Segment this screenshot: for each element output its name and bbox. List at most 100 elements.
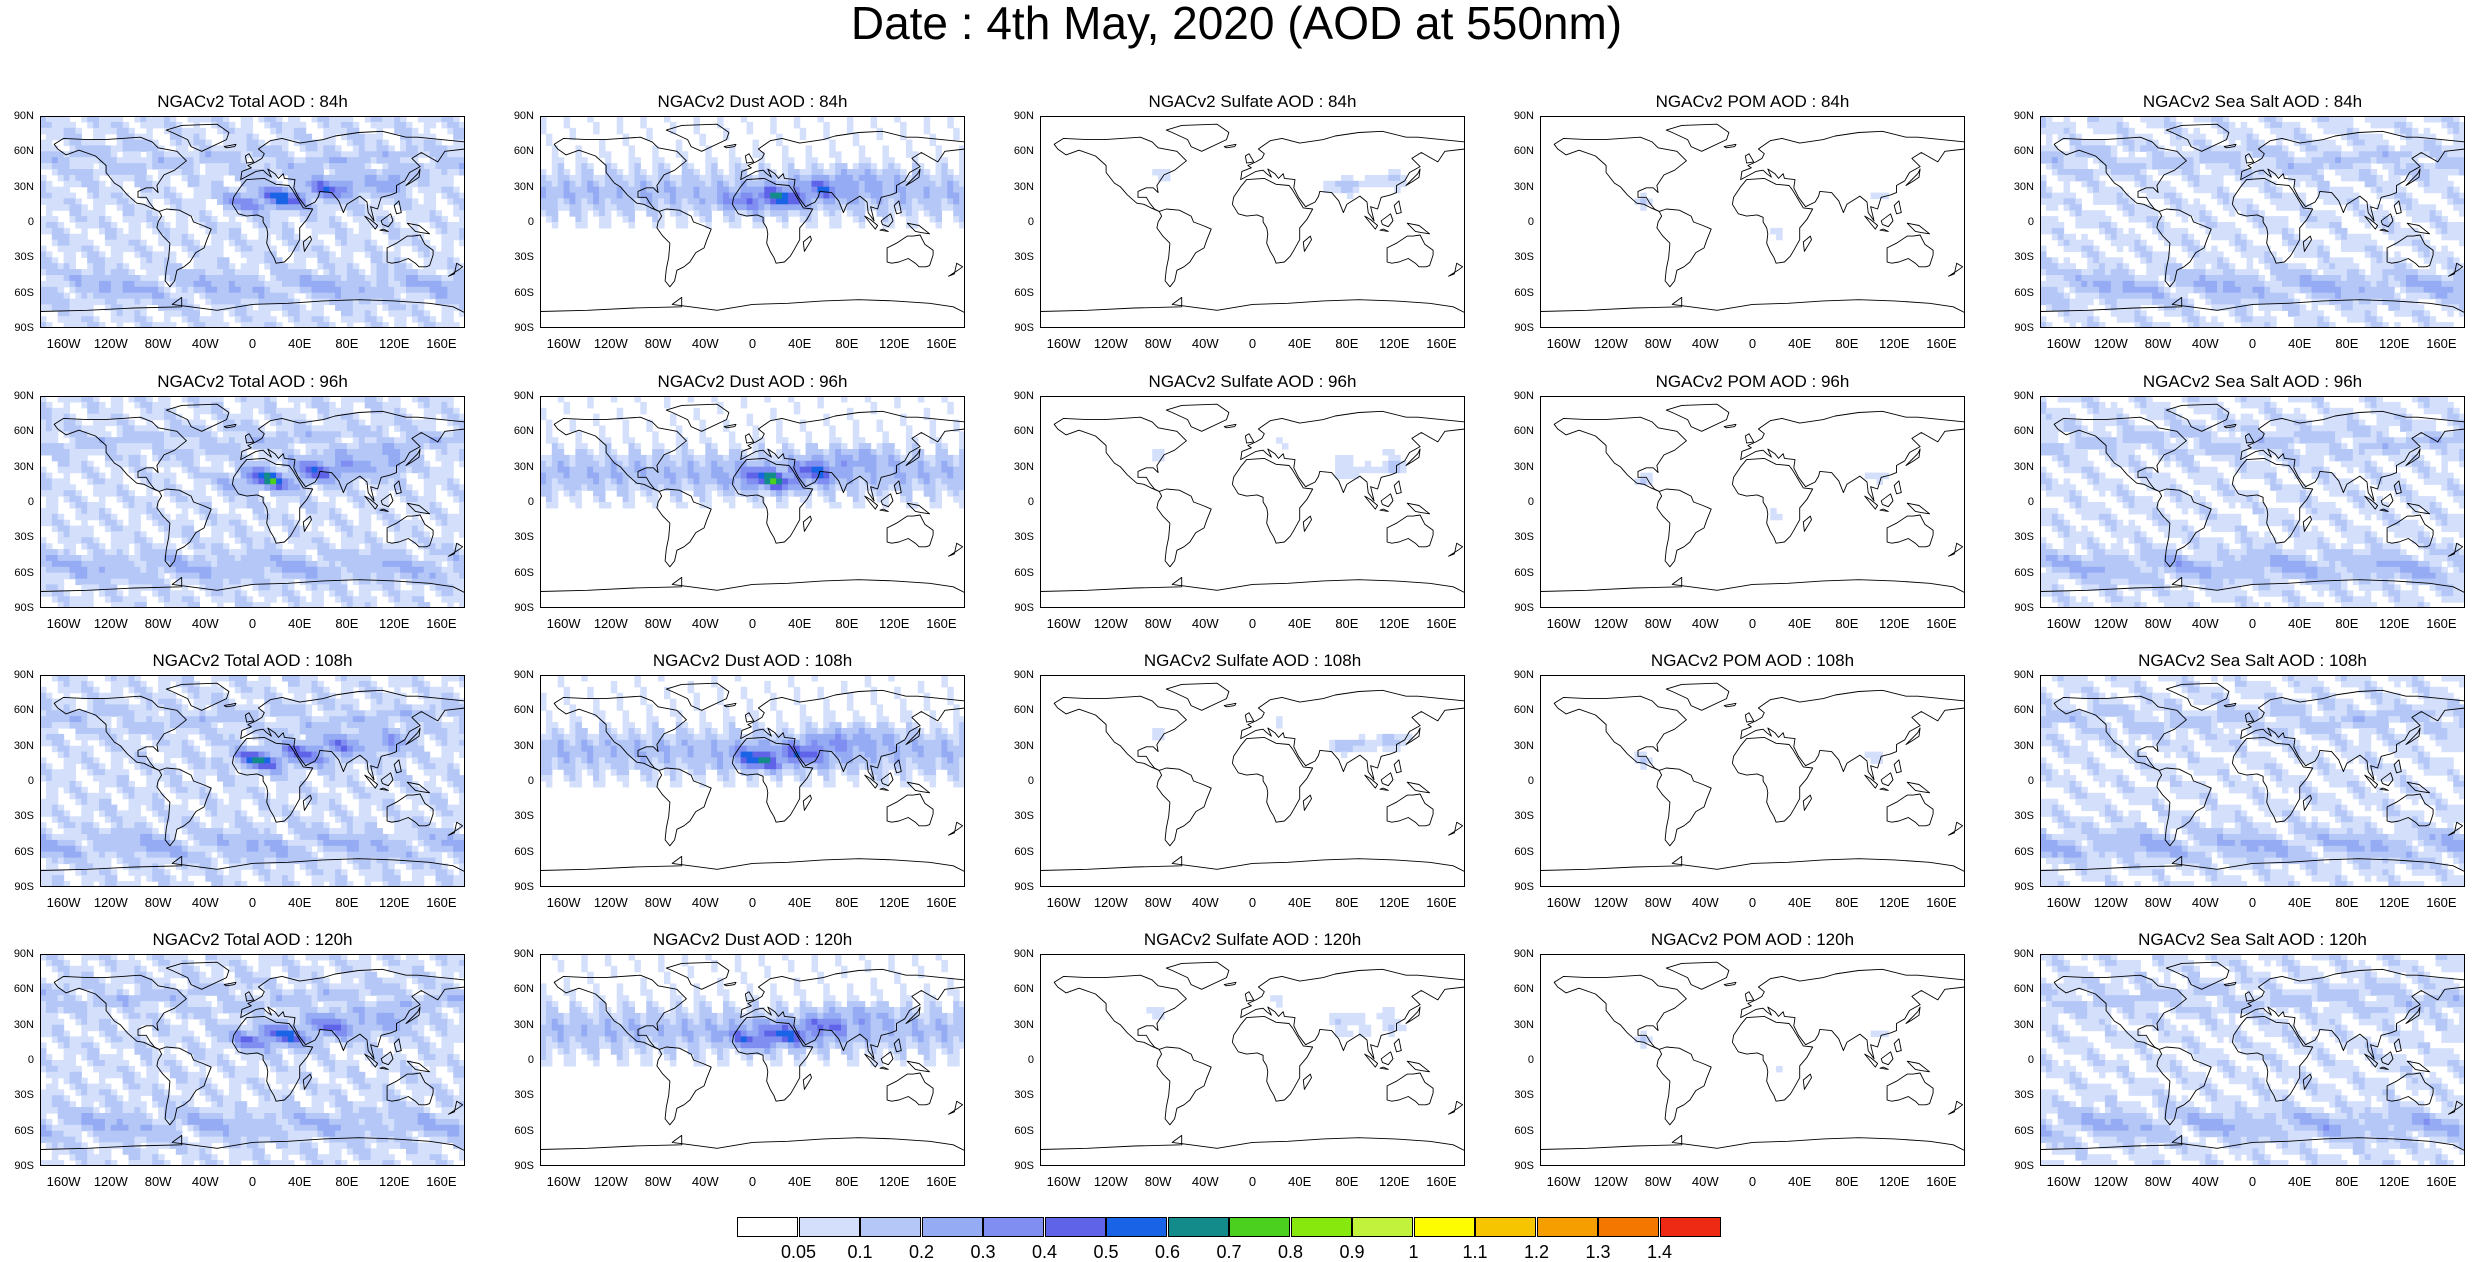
aod-map-canvas	[40, 396, 465, 608]
colorbar-swatch	[1352, 1217, 1413, 1237]
longitude-tick-label: 160W	[1044, 337, 1084, 351]
latitude-tick-label: 90S	[1500, 1160, 1534, 1172]
aod-map-canvas	[1040, 675, 1465, 887]
longitude-tick-label: 80W	[638, 1175, 678, 1189]
longitude-tick-label: 40E	[2280, 896, 2320, 910]
longitude-tick-label: 80W	[2138, 1175, 2178, 1189]
longitude-tick-label: 80W	[1638, 896, 1678, 910]
latitude-tick-label: 0	[1000, 216, 1034, 228]
panel-title: NGACv2 Sea Salt AOD : 96h	[2040, 372, 2465, 392]
latitude-tick-label: 60N	[500, 983, 534, 995]
panel-title: NGACv2 Sea Salt AOD : 120h	[2040, 930, 2465, 950]
latitude-tick-label: 90N	[2000, 669, 2034, 681]
longitude-tick-label: 120E	[2374, 1175, 2414, 1189]
latitude-tick-label: 30S	[500, 810, 534, 822]
latitude-tick-label: 90S	[500, 881, 534, 893]
latitude-tick-label: 90S	[500, 602, 534, 614]
coastlines	[1540, 404, 1965, 608]
aod-map	[40, 954, 465, 1166]
latitude-tick-label: 90N	[1500, 669, 1534, 681]
longitude-tick-label: 40E	[1280, 1175, 1320, 1189]
latitude-tick-label: 90N	[1000, 110, 1034, 122]
colorbar-tick-label: 1.1	[1450, 1242, 1500, 1262]
latitude-tick-label: 60N	[1500, 145, 1534, 157]
latitude-tick-label: 60N	[500, 704, 534, 716]
colorbar-swatch	[1475, 1217, 1536, 1237]
latitude-tick-label: 30N	[500, 740, 534, 752]
latitude-tick-label: 60N	[500, 145, 534, 157]
longitude-tick-label: 120E	[2374, 896, 2414, 910]
longitude-tick-label: 120E	[1374, 617, 1414, 631]
longitude-tick-label: 0	[733, 1175, 773, 1189]
aod-map-canvas	[1540, 675, 1965, 887]
aod-map	[540, 396, 965, 608]
latitude-tick-label: 90S	[2000, 322, 2034, 334]
aod-map	[1040, 675, 1465, 887]
aod-map-canvas	[40, 954, 465, 1166]
longitude-tick-label: 160E	[2421, 896, 2461, 910]
latitude-tick-label: 60N	[1500, 425, 1534, 437]
longitude-tick-label: 160W	[1044, 896, 1084, 910]
longitude-tick-label: 120W	[91, 896, 131, 910]
longitude-tick-label: 120W	[1091, 896, 1131, 910]
longitude-tick-label: 40E	[780, 896, 820, 910]
latitude-tick-label: 90N	[1000, 948, 1034, 960]
aod-shading	[2040, 116, 2465, 328]
panel-title: NGACv2 Dust AOD : 120h	[540, 930, 965, 950]
coastlines	[1540, 124, 1965, 328]
coastlines	[1040, 962, 1465, 1166]
latitude-tick-label: 30S	[1500, 1089, 1534, 1101]
aod-map	[40, 675, 465, 887]
longitude-tick-label: 40W	[685, 1175, 725, 1189]
latitude-tick-label: 90N	[500, 669, 534, 681]
latitude-tick-label: 0	[2000, 775, 2034, 787]
latitude-tick-label: 30N	[2000, 181, 2034, 193]
latitude-tick-label: 0	[1000, 496, 1034, 508]
panel-title: NGACv2 Dust AOD : 96h	[540, 372, 965, 392]
longitude-tick-label: 160W	[2044, 1175, 2084, 1189]
latitude-tick-label: 90N	[0, 669, 34, 681]
longitude-tick-label: 80E	[327, 617, 367, 631]
latitude-tick-label: 0	[500, 216, 534, 228]
colorbar-tick-label: 0.4	[1020, 1242, 1070, 1262]
longitude-tick-label: 160W	[1544, 617, 1584, 631]
latitude-tick-label: 90N	[500, 390, 534, 402]
latitude-tick-label: 30N	[1500, 740, 1534, 752]
latitude-tick-label: 0	[2000, 496, 2034, 508]
colorbar-swatch	[1106, 1217, 1167, 1237]
latitude-tick-label: 30N	[2000, 740, 2034, 752]
longitude-tick-label: 40W	[2185, 896, 2225, 910]
longitude-tick-label: 120E	[2374, 617, 2414, 631]
aod-shading	[2040, 396, 2465, 608]
latitude-tick-label: 30N	[500, 181, 534, 193]
aod-shading	[2040, 675, 2465, 887]
latitude-tick-label: 90S	[1000, 881, 1034, 893]
coastlines	[1040, 683, 1465, 887]
longitude-tick-label: 80W	[1638, 617, 1678, 631]
colorbar-swatch	[1168, 1217, 1229, 1237]
latitude-tick-label: 0	[1500, 216, 1534, 228]
colorbar-tick-label: 0.6	[1143, 1242, 1193, 1262]
longitude-tick-label: 0	[1233, 896, 1273, 910]
latitude-tick-label: 90N	[1500, 948, 1534, 960]
longitude-tick-label: 120W	[591, 896, 631, 910]
latitude-tick-label: 60N	[0, 704, 34, 716]
latitude-tick-label: 30N	[1000, 461, 1034, 473]
aod-map	[1040, 954, 1465, 1166]
panel-title: NGACv2 Sulfate AOD : 120h	[1040, 930, 1465, 950]
panel-title: NGACv2 Sea Salt AOD : 84h	[2040, 92, 2465, 112]
longitude-tick-label: 80W	[2138, 896, 2178, 910]
panel-title: NGACv2 POM AOD : 108h	[1540, 651, 1965, 671]
longitude-tick-label: 160W	[1044, 1175, 1084, 1189]
aod-map	[540, 675, 965, 887]
colorbar-tick-label: 0.5	[1081, 1242, 1131, 1262]
aod-shading	[1152, 169, 1406, 199]
longitude-tick-label: 160W	[1044, 617, 1084, 631]
latitude-tick-label: 0	[0, 216, 34, 228]
